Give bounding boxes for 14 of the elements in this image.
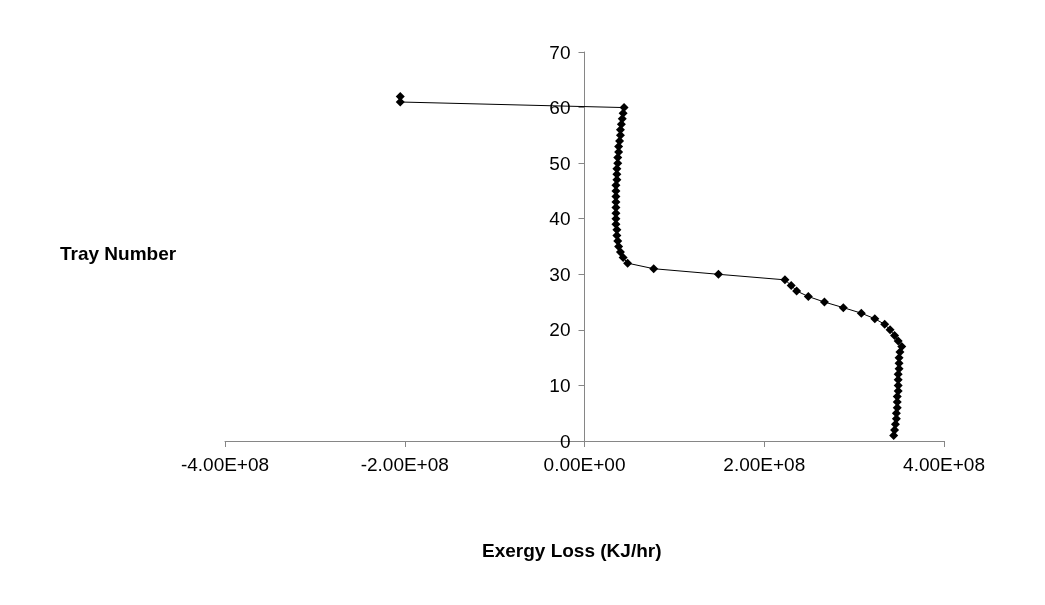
x-tick-label: -2.00E+08 — [360, 454, 449, 475]
x-tick-label: 0.00E+00 — [543, 454, 626, 475]
y-tick-label: 10 — [549, 374, 571, 396]
x-tick-label: -4.00E+08 — [180, 454, 270, 475]
x-tick-label: 2.00E+08 — [723, 454, 806, 475]
y-tick-label: 40 — [549, 208, 571, 230]
x-axis-title: Exergy Loss (KJ/hr) — [482, 540, 662, 561]
y-tick-label: 30 — [549, 263, 571, 285]
y-tick-label: 50 — [549, 152, 571, 174]
y-tick-label: 20 — [549, 319, 571, 341]
x-tick-label: 4.00E+08 — [903, 454, 985, 475]
y-axis-title: Tray Number — [60, 243, 177, 264]
y-tick-label: 70 — [549, 41, 571, 63]
y-tick-label: 0 — [559, 430, 571, 452]
